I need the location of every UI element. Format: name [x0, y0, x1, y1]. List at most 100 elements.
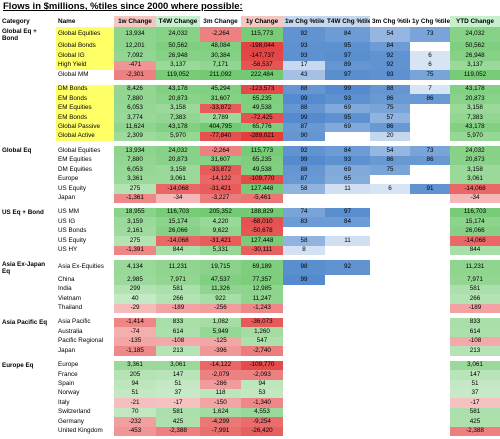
col-header: T4W Change: [156, 16, 200, 27]
table-cell: [325, 275, 370, 284]
table-cell: 6: [370, 184, 410, 194]
row-name: Spain: [58, 380, 75, 388]
table-cell: -2,079: [200, 370, 241, 380]
table-cell: 5,949: [200, 327, 241, 337]
row-name: Asia Pacific: [58, 318, 91, 326]
table-cell: 94: [114, 379, 156, 389]
table-cell: 43: [283, 70, 325, 80]
table-cell: [283, 304, 325, 313]
table-cell: -1,414: [114, 317, 156, 328]
table-cell: 88: [370, 84, 410, 95]
row-name: Switzerland: [58, 408, 91, 416]
table-cell: 31,607: [200, 94, 241, 104]
row-name: High Yield: [56, 60, 114, 71]
table-cell: 50,562: [450, 42, 500, 52]
table-cell: -36,073: [241, 317, 283, 328]
table-row: US IG 3,159 15,174 4,220 -68,010 83 84 15,174: [0, 217, 500, 227]
table-cell: [370, 389, 410, 398]
table-cell: 127,448: [241, 184, 283, 194]
table-cell: -68,010: [241, 217, 283, 227]
table-cell: -50,678: [241, 226, 283, 237]
table-cell: 5,331: [200, 245, 241, 256]
row-name: DM Equities: [58, 165, 92, 173]
table-cell: 57: [370, 113, 410, 123]
table-cell: 1,082: [200, 317, 241, 328]
table-cell: -29: [114, 303, 156, 313]
table-cell: 95: [325, 42, 370, 52]
table-cell: 2,985: [114, 275, 156, 285]
row-name: Global Passive: [56, 122, 114, 132]
table-body: Global Eq + Bond Global Equities 13,934 24,…: [0, 27, 500, 437]
table-cell: 40: [114, 294, 156, 304]
table-cell: -14,068: [156, 236, 200, 246]
row-name: Europe: [58, 361, 79, 369]
table-cell: 73: [410, 27, 450, 42]
table-cell: [283, 380, 325, 389]
table-row: United Kingdom -453 -2,388 -7,991 -26,420 -2,…: [0, 426, 500, 437]
table-cell: [370, 275, 410, 284]
table-cell: 213: [450, 346, 500, 356]
table-cell: 3,061: [450, 174, 500, 185]
table-cell: [370, 208, 410, 217]
table-cell: [283, 285, 325, 294]
table-cell: -108: [450, 336, 500, 347]
table-cell: 211,092: [200, 70, 241, 80]
table-cell: -1,243: [241, 303, 283, 313]
table-cell: [410, 246, 450, 255]
table-cell: -256: [200, 303, 241, 313]
table-cell: [370, 417, 410, 426]
table-cell: -125: [200, 336, 241, 347]
table-cell: -7,991: [200, 426, 241, 437]
col-header: 3m Change: [203, 18, 238, 25]
table-cell: 30,384: [200, 51, 241, 61]
table-cell: [370, 318, 410, 327]
table-cell: 5,970: [450, 131, 500, 142]
col-header: Category: [2, 18, 30, 25]
table-row: Spain 94 51 -286 94 51: [0, 379, 500, 389]
table-row: Japan -1,361 -34 -3,227 -5,461 -34: [0, 193, 500, 203]
table-cell: 51: [450, 379, 500, 389]
table-row: EM Bonds 3,774 7,383 2,789 -72,425 99 95 57 7,38…: [0, 113, 500, 123]
table-cell: -2,093: [241, 370, 283, 380]
table-cell: [370, 194, 410, 203]
table-cell: 425: [156, 417, 200, 427]
table-cell: 50,562: [156, 42, 200, 52]
category-label: [0, 217, 56, 226]
table-cell: [325, 304, 370, 313]
row-name: Global MM: [58, 70, 89, 78]
category-label: [0, 94, 56, 103]
table-cell: 75: [410, 70, 450, 80]
table-cell: -31,421: [200, 236, 241, 246]
table-cell: 49,538: [241, 165, 283, 175]
table-cell: [410, 398, 450, 407]
table-cell: 3,158: [156, 103, 200, 114]
table-cell: 98: [283, 260, 325, 276]
table-cell: 7,383: [450, 113, 500, 123]
table-cell: 74: [283, 208, 325, 218]
table-row: Global Bonds 12,201 50,562 48,084 -198,044 93…: [0, 42, 500, 52]
table-row: Global MM -2,301 119,052 211,092 222,484 43 97…: [0, 70, 500, 80]
table-cell: 404,795: [200, 122, 241, 132]
table-cell: 45,294: [200, 84, 241, 95]
table-cell: [370, 361, 410, 370]
table-cell: -30,111: [241, 245, 283, 256]
table-cell: -289,021: [241, 131, 283, 142]
table-cell: 581: [156, 284, 200, 295]
table-cell: 8,426: [114, 84, 156, 95]
table-cell: 93: [370, 70, 410, 80]
table-row: US Bonds 2,161 26,066 9,622 -50,678 26,066: [0, 226, 500, 237]
table-cell: 87: [283, 174, 325, 185]
table-cell: 20,873: [450, 155, 500, 166]
table-cell: 65,776: [241, 122, 283, 132]
table-cell: [410, 260, 450, 275]
table-cell: [283, 408, 325, 417]
table-cell: 99: [283, 113, 325, 123]
table-cell: 92: [325, 260, 370, 276]
table-cell: 147: [156, 370, 200, 380]
table-cell: -34: [156, 193, 200, 203]
table-cell: 26,066: [450, 226, 500, 237]
table-cell: [410, 132, 450, 141]
table-cell: [283, 227, 325, 236]
table-cell: -14,068: [156, 184, 200, 194]
table-cell: 116,703: [156, 208, 200, 218]
